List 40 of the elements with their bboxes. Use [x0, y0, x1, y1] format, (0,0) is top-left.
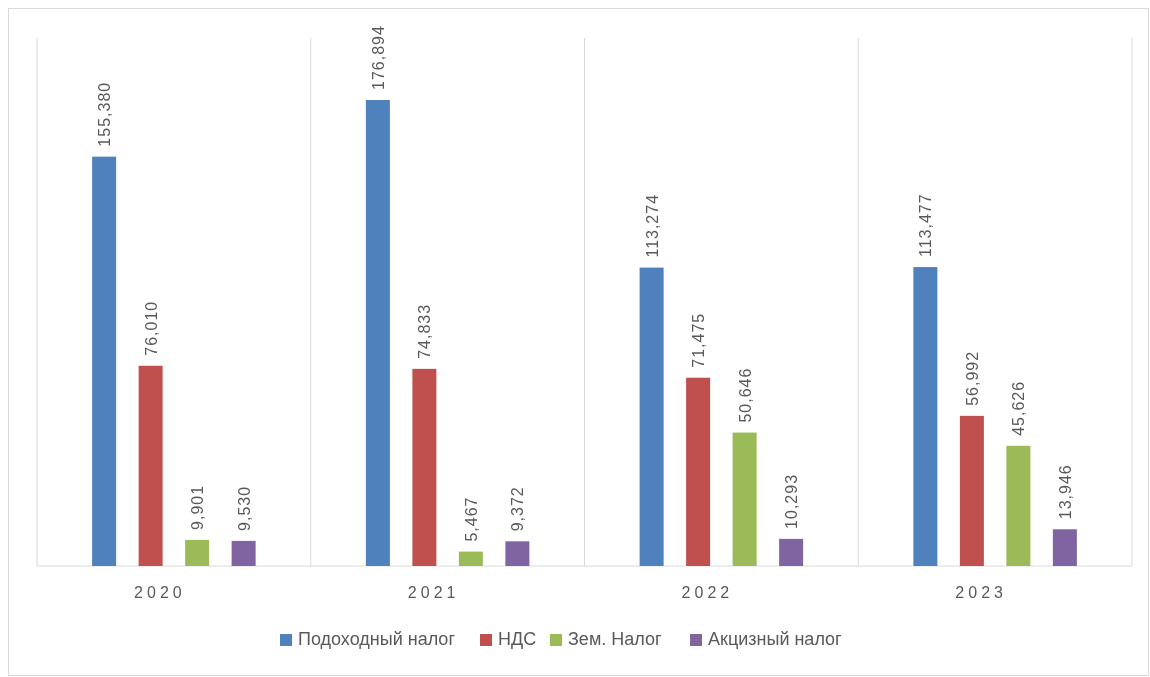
data-label: 45,626 — [1010, 380, 1028, 436]
bar — [1006, 445, 1031, 566]
data-label: 5,467 — [462, 496, 480, 542]
data-label: 9,901 — [189, 484, 207, 530]
data-label: 176,894 — [369, 25, 387, 90]
data-label: 56,992 — [963, 350, 981, 406]
data-label: 10,293 — [783, 473, 801, 529]
bar — [913, 267, 938, 566]
bar — [779, 538, 804, 566]
bar — [92, 156, 117, 566]
x-tick-label: 2023 — [955, 584, 1007, 601]
data-label: 113,274 — [643, 193, 661, 258]
x-tick-label: 2020 — [134, 584, 186, 601]
bar — [505, 541, 530, 566]
legend-label: Зем. Налог — [568, 629, 662, 649]
bar — [458, 551, 483, 566]
legend-label: Подоходный налог — [298, 629, 456, 649]
bar — [639, 267, 664, 566]
data-label: 9,372 — [509, 486, 527, 532]
x-tick-label: 2021 — [407, 584, 460, 601]
bar — [959, 415, 984, 566]
bar — [231, 540, 256, 566]
data-label: 74,833 — [416, 303, 434, 359]
bar — [412, 368, 437, 566]
data-label: 113,477 — [917, 193, 935, 258]
data-label: 13,946 — [1056, 464, 1074, 520]
data-label: 76,010 — [142, 300, 160, 356]
bar — [1052, 529, 1077, 566]
legend-label: НДС — [498, 629, 537, 649]
data-label: 50,646 — [736, 367, 754, 423]
data-label: 71,475 — [690, 312, 708, 368]
bar — [138, 365, 163, 566]
bar — [686, 377, 711, 566]
legend-label: Акцизный налог — [708, 629, 843, 649]
bar — [185, 539, 210, 566]
data-label: 155,380 — [96, 81, 114, 147]
bar — [732, 432, 757, 566]
bar — [365, 99, 390, 566]
data-label: 9,530 — [235, 485, 253, 531]
x-tick-label: 2022 — [681, 584, 734, 601]
